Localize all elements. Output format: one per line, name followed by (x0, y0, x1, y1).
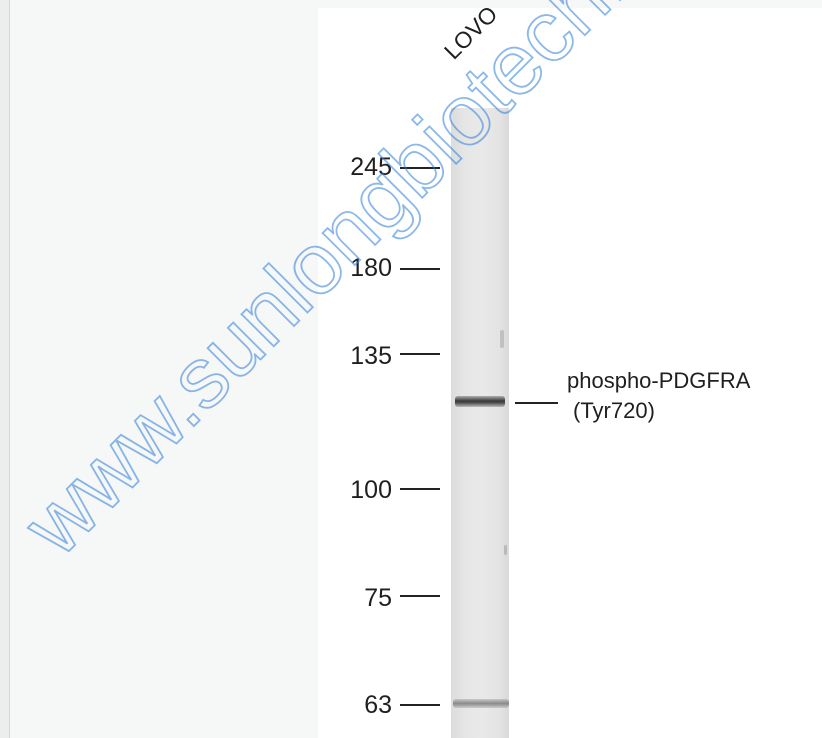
lane-smudge (504, 545, 507, 555)
target-band (455, 396, 505, 407)
marker-tick-100 (400, 488, 440, 490)
marker-tick-75 (400, 595, 440, 597)
blot-panel (318, 8, 822, 738)
marker-tick-245 (400, 167, 440, 169)
target-label-line1: phospho-PDGFRA (567, 368, 751, 393)
target-label-line2: (Tyr720) (573, 398, 655, 423)
lane-smudge (500, 330, 504, 348)
marker-tick-135 (400, 353, 440, 355)
marker-label-75: 75 (364, 584, 392, 612)
marker-tick-63 (400, 704, 440, 706)
left-border (0, 0, 10, 738)
marker-label-63: 63 (364, 691, 392, 719)
lower-band (453, 699, 509, 708)
marker-tick-180 (400, 268, 440, 270)
target-label: phospho-PDGFRA (Tyr720) (567, 366, 750, 426)
target-pointer-line (515, 402, 558, 404)
marker-label-100: 100 (350, 476, 392, 504)
marker-label-245: 245 (350, 153, 392, 181)
blot-lane (451, 108, 509, 738)
marker-label-135: 135 (350, 342, 392, 370)
marker-label-180: 180 (350, 254, 392, 282)
